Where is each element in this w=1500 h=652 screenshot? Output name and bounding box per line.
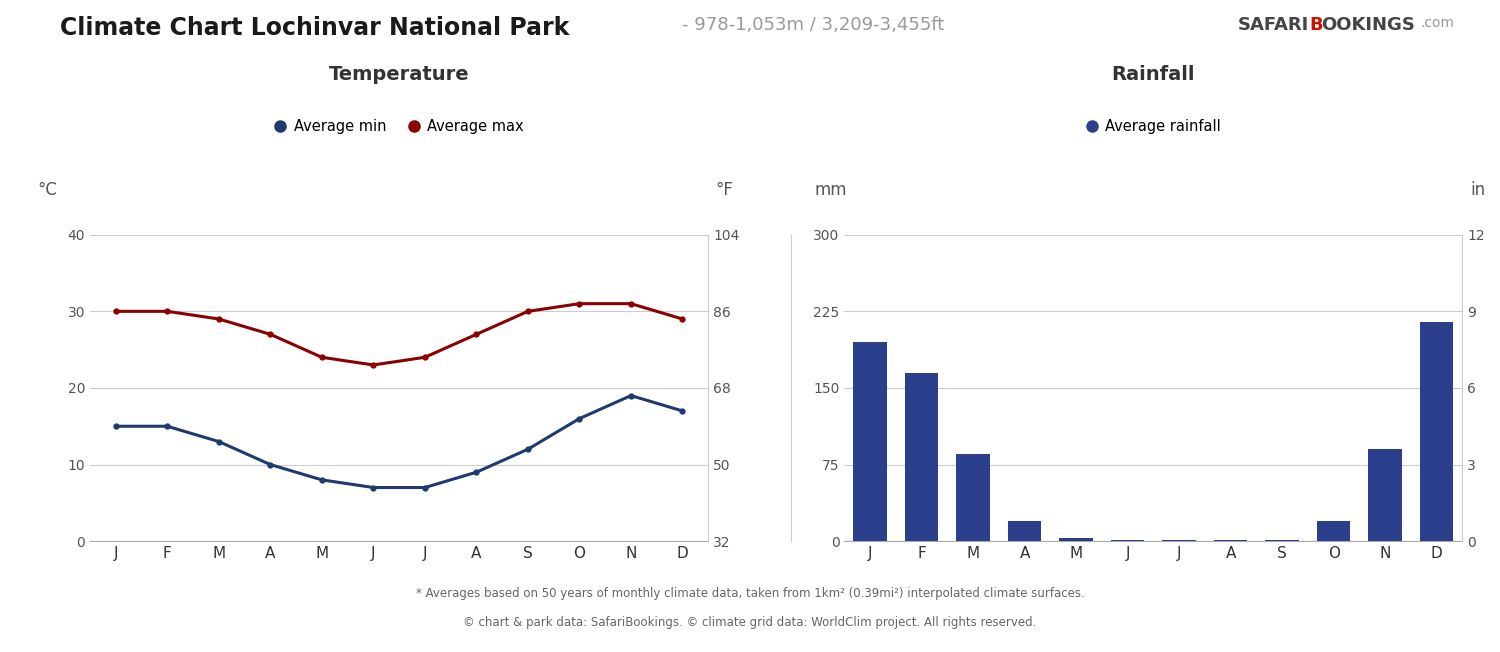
Bar xyxy=(1008,521,1041,541)
Text: Climate Chart Lochinvar National Park: Climate Chart Lochinvar National Park xyxy=(60,16,570,40)
Bar xyxy=(1112,540,1144,541)
Text: Rainfall: Rainfall xyxy=(1112,65,1196,84)
Text: © chart & park data: SafariBookings. © climate grid data: WorldClim project. All: © chart & park data: SafariBookings. © c… xyxy=(464,616,1036,629)
Text: mm: mm xyxy=(815,181,848,199)
Text: * Averages based on 50 years of monthly climate data, taken from 1km² (0.39mi²) : * Averages based on 50 years of monthly … xyxy=(416,587,1084,600)
Text: Temperature: Temperature xyxy=(328,65,470,84)
Bar xyxy=(904,372,939,541)
Legend: Average rainfall: Average rainfall xyxy=(1080,113,1227,140)
Text: OOKINGS: OOKINGS xyxy=(1322,16,1416,35)
Bar xyxy=(1317,521,1350,541)
Text: SAFARI: SAFARI xyxy=(1238,16,1308,35)
Bar xyxy=(1162,540,1196,541)
Bar xyxy=(1368,449,1402,541)
Bar xyxy=(1266,540,1299,541)
Text: - 978-1,053m / 3,209-3,455ft: - 978-1,053m / 3,209-3,455ft xyxy=(682,16,945,35)
Bar xyxy=(1059,538,1094,541)
Text: in: in xyxy=(1470,181,1485,199)
Legend: Average min, Average max: Average min, Average max xyxy=(268,113,530,140)
Bar xyxy=(957,454,990,541)
Bar xyxy=(853,342,886,541)
Bar xyxy=(1214,540,1248,541)
Text: B: B xyxy=(1310,16,1323,35)
Bar xyxy=(1420,321,1454,541)
Text: .com: .com xyxy=(1420,16,1455,30)
Text: °F: °F xyxy=(716,181,734,199)
Text: °C: °C xyxy=(38,181,57,199)
